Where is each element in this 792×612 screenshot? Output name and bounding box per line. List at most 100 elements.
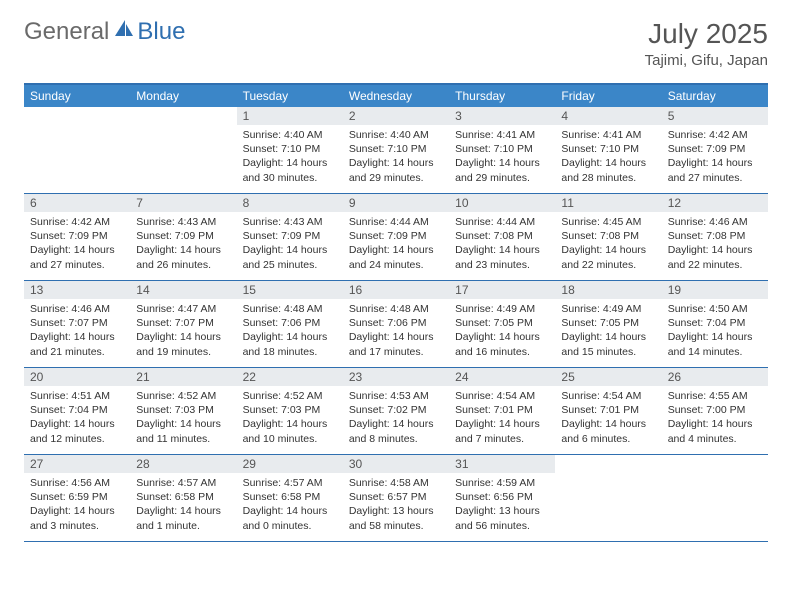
day-cell: 20Sunrise: 4:51 AMSunset: 7:04 PMDayligh… <box>24 368 130 454</box>
day-body: Sunrise: 4:51 AMSunset: 7:04 PMDaylight:… <box>24 386 130 450</box>
day-cell: 15Sunrise: 4:48 AMSunset: 7:06 PMDayligh… <box>237 281 343 367</box>
day-cell: 18Sunrise: 4:49 AMSunset: 7:05 PMDayligh… <box>555 281 661 367</box>
day-cell: 26Sunrise: 4:55 AMSunset: 7:00 PMDayligh… <box>662 368 768 454</box>
day-number: 19 <box>662 281 768 299</box>
day-body: Sunrise: 4:52 AMSunset: 7:03 PMDaylight:… <box>237 386 343 450</box>
day-number: 21 <box>130 368 236 386</box>
day-number <box>24 107 130 125</box>
day-number <box>555 455 661 473</box>
day-body: Sunrise: 4:41 AMSunset: 7:10 PMDaylight:… <box>449 125 555 189</box>
dow-cell: Saturday <box>662 85 768 107</box>
day-body <box>24 125 130 132</box>
logo-text-2: Blue <box>137 18 185 46</box>
day-body: Sunrise: 4:44 AMSunset: 7:08 PMDaylight:… <box>449 212 555 276</box>
day-body: Sunrise: 4:48 AMSunset: 7:06 PMDaylight:… <box>343 299 449 363</box>
day-cell: 11Sunrise: 4:45 AMSunset: 7:08 PMDayligh… <box>555 194 661 280</box>
day-cell: 30Sunrise: 4:58 AMSunset: 6:57 PMDayligh… <box>343 455 449 541</box>
day-number: 29 <box>237 455 343 473</box>
day-cell: 4Sunrise: 4:41 AMSunset: 7:10 PMDaylight… <box>555 107 661 193</box>
day-body <box>555 473 661 480</box>
week-row: 1Sunrise: 4:40 AMSunset: 7:10 PMDaylight… <box>24 107 768 194</box>
day-body <box>662 473 768 480</box>
weeks-container: 1Sunrise: 4:40 AMSunset: 7:10 PMDaylight… <box>24 107 768 542</box>
day-number: 25 <box>555 368 661 386</box>
day-number: 22 <box>237 368 343 386</box>
dow-cell: Wednesday <box>343 85 449 107</box>
day-cell: 21Sunrise: 4:52 AMSunset: 7:03 PMDayligh… <box>130 368 236 454</box>
day-body: Sunrise: 4:54 AMSunset: 7:01 PMDaylight:… <box>555 386 661 450</box>
day-cell: 24Sunrise: 4:54 AMSunset: 7:01 PMDayligh… <box>449 368 555 454</box>
month-title: July 2025 <box>645 18 768 50</box>
day-body <box>130 125 236 132</box>
day-number: 26 <box>662 368 768 386</box>
day-body: Sunrise: 4:46 AMSunset: 7:07 PMDaylight:… <box>24 299 130 363</box>
day-body: Sunrise: 4:43 AMSunset: 7:09 PMDaylight:… <box>130 212 236 276</box>
day-number: 8 <box>237 194 343 212</box>
day-number: 9 <box>343 194 449 212</box>
dow-cell: Thursday <box>449 85 555 107</box>
dow-cell: Monday <box>130 85 236 107</box>
day-cell: 1Sunrise: 4:40 AMSunset: 7:10 PMDaylight… <box>237 107 343 193</box>
day-body: Sunrise: 4:53 AMSunset: 7:02 PMDaylight:… <box>343 386 449 450</box>
day-number: 15 <box>237 281 343 299</box>
day-number <box>662 455 768 473</box>
day-cell: 23Sunrise: 4:53 AMSunset: 7:02 PMDayligh… <box>343 368 449 454</box>
dow-cell: Tuesday <box>237 85 343 107</box>
day-number: 27 <box>24 455 130 473</box>
day-body: Sunrise: 4:45 AMSunset: 7:08 PMDaylight:… <box>555 212 661 276</box>
day-cell: 13Sunrise: 4:46 AMSunset: 7:07 PMDayligh… <box>24 281 130 367</box>
day-number: 31 <box>449 455 555 473</box>
day-cell <box>662 455 768 541</box>
day-number: 7 <box>130 194 236 212</box>
day-cell <box>130 107 236 193</box>
day-body: Sunrise: 4:42 AMSunset: 7:09 PMDaylight:… <box>24 212 130 276</box>
day-cell: 2Sunrise: 4:40 AMSunset: 7:10 PMDaylight… <box>343 107 449 193</box>
day-body: Sunrise: 4:42 AMSunset: 7:09 PMDaylight:… <box>662 125 768 189</box>
day-number: 3 <box>449 107 555 125</box>
calendar: SundayMondayTuesdayWednesdayThursdayFrid… <box>24 83 768 542</box>
dow-cell: Sunday <box>24 85 130 107</box>
day-number: 14 <box>130 281 236 299</box>
week-row: 6Sunrise: 4:42 AMSunset: 7:09 PMDaylight… <box>24 194 768 281</box>
day-number: 2 <box>343 107 449 125</box>
location: Tajimi, Gifu, Japan <box>645 52 768 69</box>
day-number: 12 <box>662 194 768 212</box>
day-body: Sunrise: 4:50 AMSunset: 7:04 PMDaylight:… <box>662 299 768 363</box>
day-number: 10 <box>449 194 555 212</box>
day-cell: 10Sunrise: 4:44 AMSunset: 7:08 PMDayligh… <box>449 194 555 280</box>
day-body: Sunrise: 4:47 AMSunset: 7:07 PMDaylight:… <box>130 299 236 363</box>
day-number: 30 <box>343 455 449 473</box>
day-number: 18 <box>555 281 661 299</box>
day-body: Sunrise: 4:49 AMSunset: 7:05 PMDaylight:… <box>449 299 555 363</box>
day-body: Sunrise: 4:59 AMSunset: 6:56 PMDaylight:… <box>449 473 555 537</box>
header: General Blue July 2025 Tajimi, Gifu, Jap… <box>24 18 768 69</box>
day-number: 16 <box>343 281 449 299</box>
day-number: 23 <box>343 368 449 386</box>
day-number: 13 <box>24 281 130 299</box>
day-cell: 27Sunrise: 4:56 AMSunset: 6:59 PMDayligh… <box>24 455 130 541</box>
day-cell: 28Sunrise: 4:57 AMSunset: 6:58 PMDayligh… <box>130 455 236 541</box>
day-body: Sunrise: 4:40 AMSunset: 7:10 PMDaylight:… <box>343 125 449 189</box>
day-cell: 25Sunrise: 4:54 AMSunset: 7:01 PMDayligh… <box>555 368 661 454</box>
dow-row: SundayMondayTuesdayWednesdayThursdayFrid… <box>24 85 768 107</box>
day-cell: 5Sunrise: 4:42 AMSunset: 7:09 PMDaylight… <box>662 107 768 193</box>
day-body: Sunrise: 4:56 AMSunset: 6:59 PMDaylight:… <box>24 473 130 537</box>
day-cell: 16Sunrise: 4:48 AMSunset: 7:06 PMDayligh… <box>343 281 449 367</box>
day-cell: 7Sunrise: 4:43 AMSunset: 7:09 PMDaylight… <box>130 194 236 280</box>
day-body: Sunrise: 4:46 AMSunset: 7:08 PMDaylight:… <box>662 212 768 276</box>
day-body: Sunrise: 4:44 AMSunset: 7:09 PMDaylight:… <box>343 212 449 276</box>
day-body: Sunrise: 4:49 AMSunset: 7:05 PMDaylight:… <box>555 299 661 363</box>
day-body: Sunrise: 4:58 AMSunset: 6:57 PMDaylight:… <box>343 473 449 537</box>
day-number: 28 <box>130 455 236 473</box>
logo: General Blue <box>24 18 185 46</box>
day-cell: 19Sunrise: 4:50 AMSunset: 7:04 PMDayligh… <box>662 281 768 367</box>
day-body: Sunrise: 4:52 AMSunset: 7:03 PMDaylight:… <box>130 386 236 450</box>
logo-text-1: General <box>24 18 109 46</box>
day-number: 11 <box>555 194 661 212</box>
day-number: 17 <box>449 281 555 299</box>
day-body: Sunrise: 4:57 AMSunset: 6:58 PMDaylight:… <box>130 473 236 537</box>
day-number <box>130 107 236 125</box>
dow-cell: Friday <box>555 85 661 107</box>
day-cell: 6Sunrise: 4:42 AMSunset: 7:09 PMDaylight… <box>24 194 130 280</box>
day-number: 20 <box>24 368 130 386</box>
